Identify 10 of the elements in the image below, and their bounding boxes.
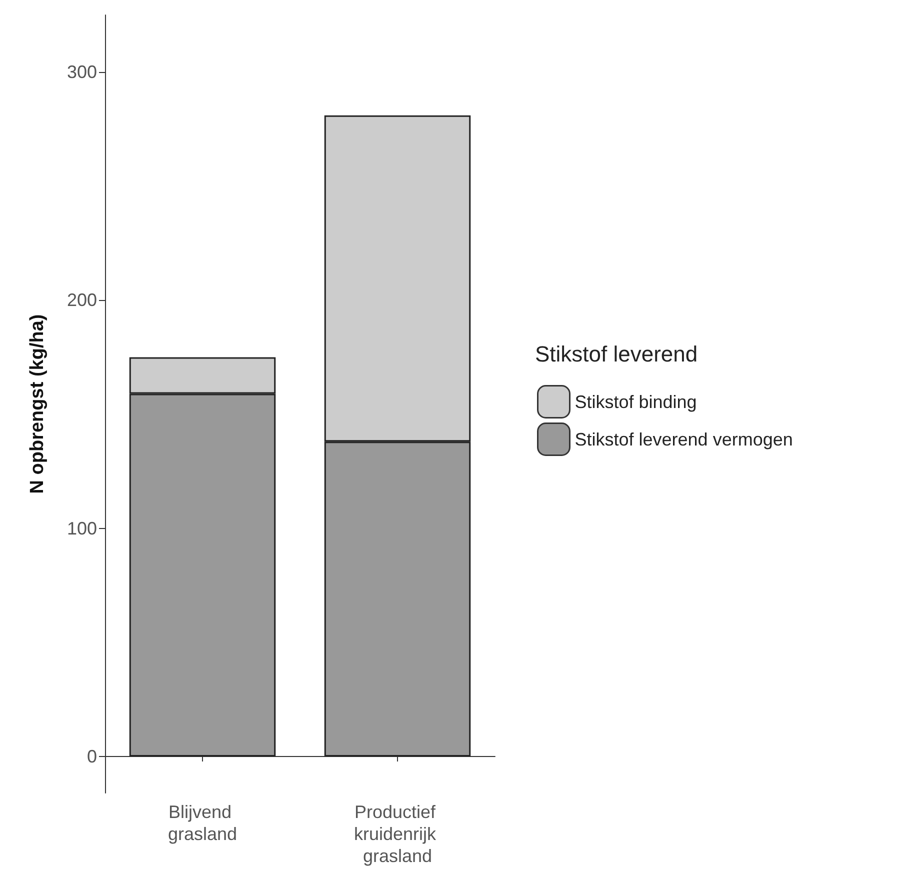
y-axis-title: N opbrengst (kg/ha) [27, 314, 48, 494]
y-tick-label: 0 [86, 746, 97, 766]
y-tick-label: 200 [66, 290, 97, 310]
legend-label: Stikstof binding [574, 392, 697, 412]
legend-title: Stikstof leverend [535, 342, 698, 366]
x-tick-label: Blijvend grasland [168, 802, 238, 844]
x-tick-label: Productief kruidenrijk grasland [354, 802, 442, 866]
legend-label: Stikstof leverend vermogen [574, 429, 793, 450]
y-tick-label: 300 [66, 62, 97, 82]
y-tick-label: 100 [66, 518, 97, 538]
